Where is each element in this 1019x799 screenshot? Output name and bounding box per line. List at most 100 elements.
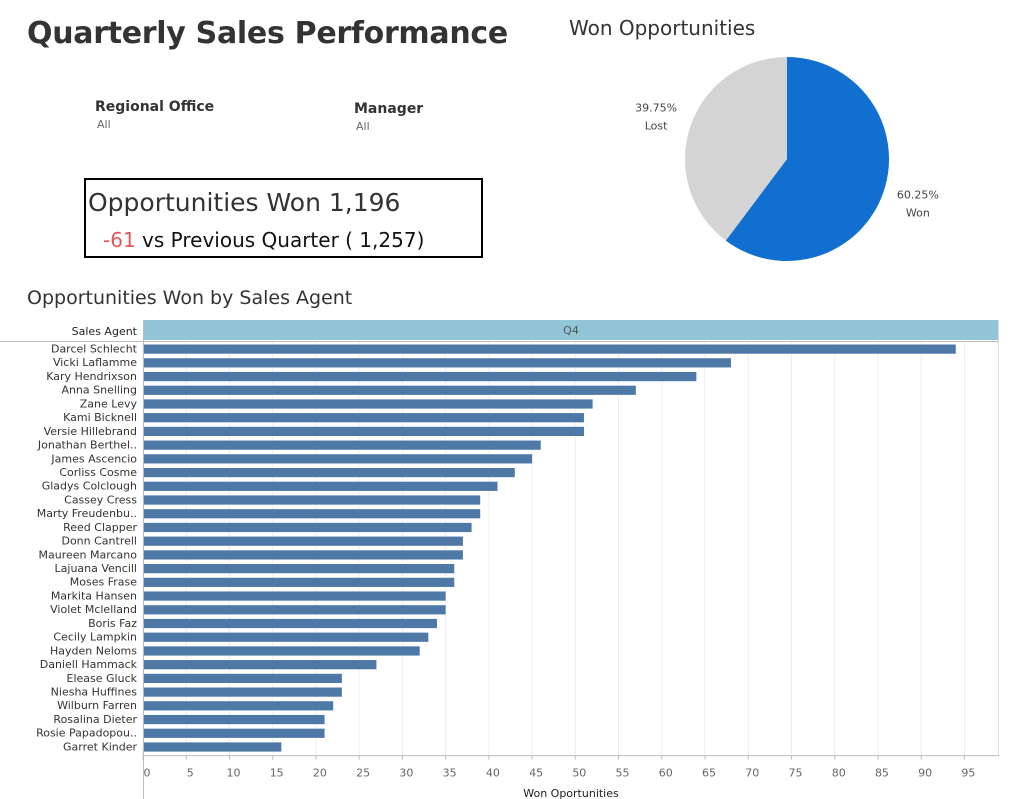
x-tick-label: 40 — [486, 767, 500, 780]
bar[interactable] — [143, 344, 956, 354]
bar[interactable] — [143, 358, 731, 368]
x-tick-label: 15 — [270, 767, 284, 780]
category-label: Rosalina Dieter — [53, 713, 137, 726]
category-label: Reed Clapper — [63, 521, 137, 534]
won-opportunities-pie-chart: 60.25% Won 39.75% Lost — [635, 57, 939, 261]
pie-slice-name-label: Won — [906, 207, 930, 220]
pie-slice-lost[interactable] — [685, 57, 787, 241]
category-label: Niesha Huffines — [51, 686, 138, 699]
x-tick-label: 55 — [616, 767, 630, 780]
filter-manager[interactable]: Manager All — [354, 101, 423, 133]
category-label: Elease Gluck — [67, 672, 138, 685]
x-tick-label: 75 — [788, 767, 802, 780]
category-label: Boris Faz — [88, 617, 137, 630]
pie-slice-percent-label: 60.25% — [897, 189, 939, 202]
bar[interactable] — [143, 481, 498, 491]
category-label: Anna Snelling — [61, 384, 137, 397]
bar[interactable] — [143, 509, 481, 519]
bar-chart-title: Opportunities Won by Sales Agent — [27, 287, 353, 309]
category-label: Hayden Neloms — [50, 644, 137, 657]
x-tick-label: 85 — [875, 767, 889, 780]
bar[interactable] — [143, 714, 325, 725]
category-label: Darcel Schlecht — [51, 343, 138, 356]
bar[interactable] — [143, 660, 377, 670]
category-label: Kary Hendrixson — [46, 370, 137, 383]
category-label: Wilburn Farren — [57, 699, 137, 712]
category-label: Vicki Laflamme — [53, 356, 137, 369]
filter-label: Regional Office — [95, 99, 215, 115]
x-axis-title: Won Oportunities — [523, 787, 619, 799]
x-tick-label: 95 — [961, 767, 975, 780]
category-label: Maureen Marcano — [39, 548, 138, 561]
bar[interactable] — [143, 742, 282, 752]
page-title: Quarterly Sales Performance — [27, 16, 508, 51]
category-label: Rosie Papadopou.. — [36, 727, 137, 740]
bar[interactable] — [143, 618, 437, 629]
x-tick-label: 80 — [832, 767, 846, 780]
filter-value[interactable]: All — [356, 120, 370, 133]
filter-regional-office[interactable]: Regional Office All — [95, 99, 214, 131]
kpi-label: Opportunities Won — [88, 188, 321, 217]
pie-slice-name-label: Lost — [645, 119, 668, 132]
x-tick-label: 30 — [399, 767, 413, 780]
kpi-value: 1,196 — [328, 188, 401, 217]
x-tick-label: 45 — [529, 767, 543, 780]
bar[interactable] — [143, 646, 420, 656]
pie-slice-percent-label: 39.75% — [635, 101, 677, 114]
bar[interactable] — [143, 550, 463, 560]
bar[interactable] — [143, 728, 325, 738]
x-tick-label: 65 — [702, 767, 716, 780]
kpi-headline: Opportunities Won 1,196 — [88, 188, 400, 217]
filter-value[interactable]: All — [97, 118, 111, 131]
x-tick-label: 10 — [226, 767, 240, 780]
category-label: Violet Mclelland — [50, 603, 137, 616]
bar[interactable] — [143, 426, 584, 437]
bar[interactable] — [143, 687, 342, 697]
x-tick-label: 0 — [144, 767, 151, 780]
x-tick-label: 90 — [918, 767, 932, 780]
category-label: Markita Hansen — [51, 589, 137, 602]
bar[interactable] — [143, 673, 342, 683]
bar[interactable] — [143, 440, 541, 450]
bar[interactable] — [143, 454, 533, 464]
bar[interactable] — [143, 701, 334, 711]
bar[interactable] — [143, 536, 463, 546]
x-tick-label: 25 — [356, 767, 370, 780]
category-label: Marty Freudenbu.. — [37, 507, 137, 520]
kpi-comparison: vs Previous Quarter ( 1,257) — [142, 228, 425, 252]
bar[interactable] — [143, 591, 446, 601]
category-label: Zane Levy — [80, 397, 138, 410]
bar[interactable] — [143, 413, 584, 423]
category-label: Cassey Cress — [64, 493, 137, 506]
category-label: Cecily Lampkin — [53, 631, 137, 644]
category-label: Kami Bicknell — [63, 411, 137, 424]
kpi-card: Opportunities Won 1,196 -61 vs Previous … — [84, 178, 483, 258]
bar[interactable] — [143, 467, 515, 478]
pie-chart-title: Won Opportunities — [569, 16, 756, 40]
kpi-delta: -61 — [103, 228, 136, 252]
bar[interactable] — [143, 564, 455, 574]
filter-label: Manager — [354, 101, 424, 117]
category-label: James Ascencio — [50, 452, 137, 465]
category-label: Versie Hillebrand — [44, 425, 137, 438]
category-label: Corliss Cosme — [59, 466, 137, 479]
pie-slice-won[interactable] — [725, 57, 889, 261]
bar[interactable] — [143, 399, 593, 409]
bar[interactable] — [143, 371, 697, 382]
bar[interactable] — [143, 495, 481, 505]
bar[interactable] — [143, 385, 636, 395]
bar[interactable] — [143, 577, 455, 587]
bar[interactable] — [143, 632, 429, 642]
category-label: Garret Kinder — [63, 740, 137, 753]
x-tick-label: 5 — [187, 767, 194, 780]
x-tick-label: 70 — [745, 767, 759, 780]
kpi-comparison-line: -61 vs Previous Quarter ( 1,257) — [103, 228, 424, 252]
column-header — [143, 320, 999, 340]
category-label: Gladys Colclough — [42, 480, 137, 493]
category-label: Jonathan Berthel.. — [37, 439, 137, 452]
bar[interactable] — [143, 522, 472, 533]
category-label: Donn Cantrell — [61, 535, 137, 548]
category-label: Lajuana Vencill — [55, 562, 137, 575]
bar[interactable] — [143, 605, 446, 615]
